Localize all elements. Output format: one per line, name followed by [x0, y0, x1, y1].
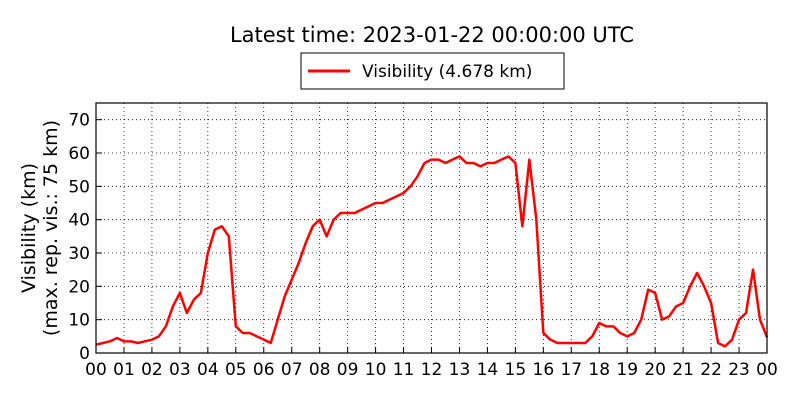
x-tick-label: 13 — [449, 360, 471, 380]
x-tick-label: 12 — [421, 360, 443, 380]
data-line — [95, 155, 769, 348]
x-tick-label: 07 — [281, 360, 303, 380]
plot-frame — [95, 102, 768, 354]
x-tick-label: 03 — [169, 360, 191, 380]
y-tick-label: 60 — [68, 144, 90, 164]
x-tick-label: 01 — [113, 360, 135, 380]
y-tick-label: 70 — [68, 111, 90, 131]
y-tick-label: 0 — [79, 344, 90, 364]
y-tick-label: 50 — [68, 177, 90, 197]
x-tick-label: 21 — [672, 360, 694, 380]
y-axis-label: (max. rep. vis.: 75 km) — [40, 120, 62, 336]
x-tick-label: 08 — [309, 360, 331, 380]
x-tick-label: 16 — [533, 360, 555, 380]
x-tick-label: 23 — [728, 360, 750, 380]
x-tick-label: 11 — [393, 360, 415, 380]
x-tick-label: 19 — [616, 360, 638, 380]
x-tick-label: 17 — [560, 360, 582, 380]
chart-title: Latest time: 2023-01-22 00:00:00 UTC — [230, 23, 634, 47]
y-tick-label: 30 — [68, 244, 90, 264]
x-tick-label: 20 — [644, 360, 666, 380]
y-tick-label: 20 — [68, 277, 90, 297]
x-tick-label: 05 — [225, 360, 247, 380]
x-tick-label: 00 — [85, 360, 107, 380]
x-tick-label: 22 — [700, 360, 722, 380]
x-tick-label: 15 — [505, 360, 527, 380]
legend-label: Visibility (4.678 km) — [362, 62, 532, 82]
x-tick-label: 18 — [588, 360, 610, 380]
x-tick-label: 00 — [756, 360, 778, 380]
x-tick-label: 02 — [141, 360, 163, 380]
x-tick-label: 14 — [477, 360, 499, 380]
y-axis-label: Visibility (km) — [18, 163, 40, 293]
y-tick-label: 10 — [68, 311, 90, 331]
x-tick-label: 06 — [253, 360, 275, 380]
x-tick-label: 09 — [337, 360, 359, 380]
y-tick-label: 40 — [68, 211, 90, 231]
x-tick-label: 04 — [197, 360, 219, 380]
x-tick-label: 10 — [365, 360, 387, 380]
